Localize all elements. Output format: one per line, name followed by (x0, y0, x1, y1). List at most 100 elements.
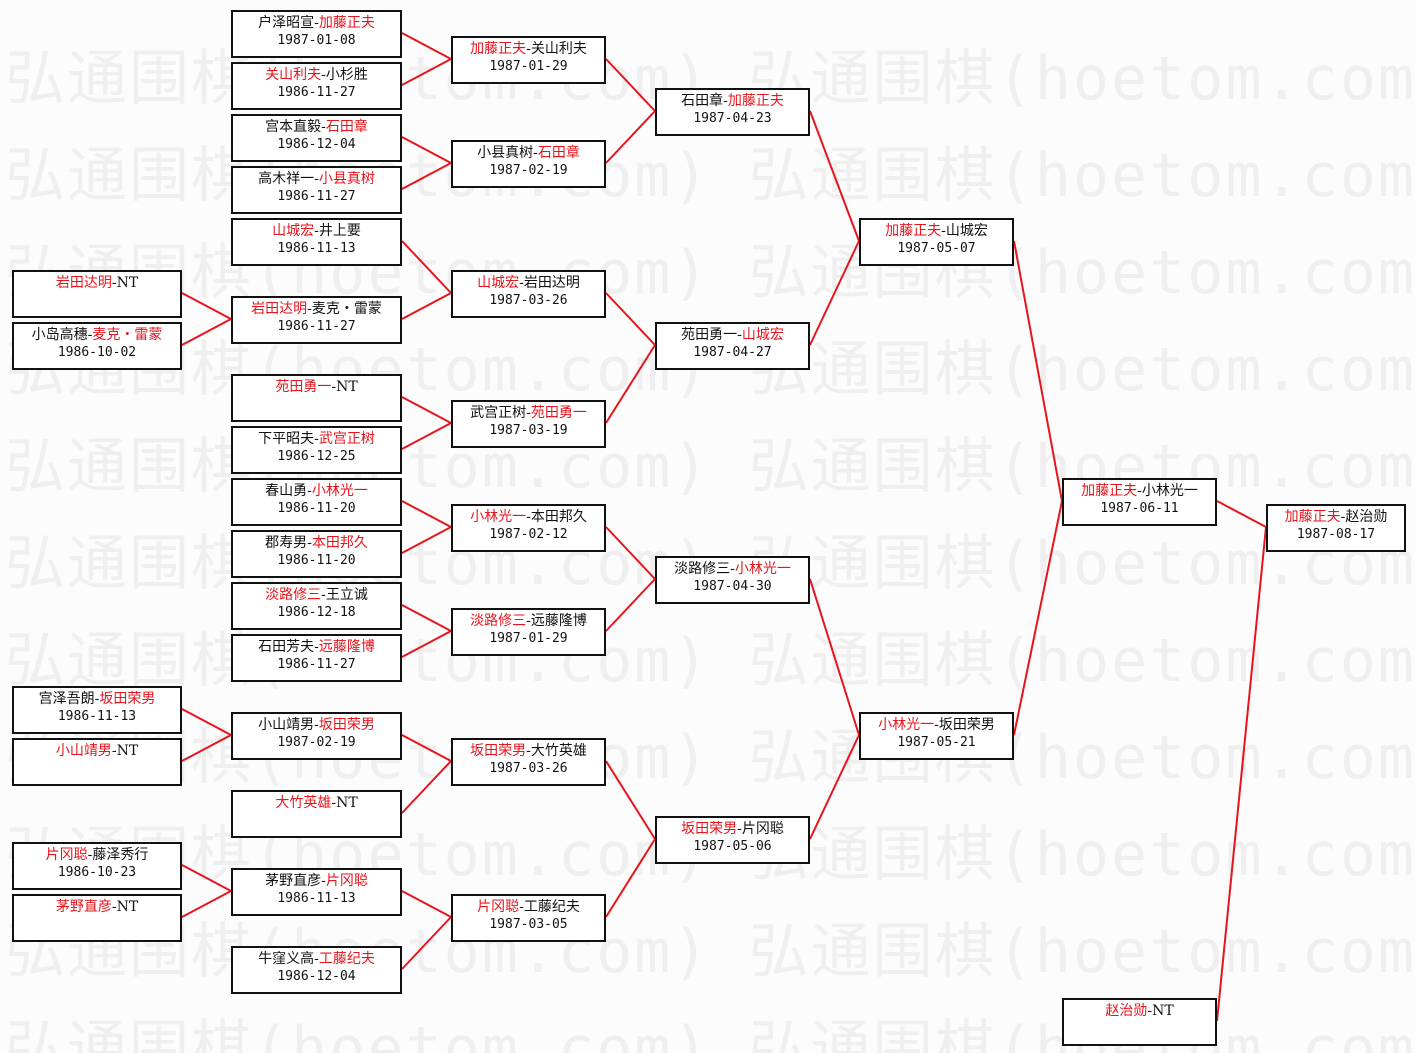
match-box[interactable]: 赵治勋-NT (1062, 998, 1217, 1046)
player-2: 远藤隆博 (318, 639, 375, 655)
match-box[interactable]: 小山靖男-NT (12, 738, 182, 786)
match-players: 宫泽吾朗-坂田荣男 (14, 690, 180, 708)
bracket-connector (401, 240, 452, 294)
bracket-connector (605, 578, 656, 632)
match-players: 片冈聪-藤泽秀行 (14, 846, 180, 864)
bracket-connector (401, 916, 452, 970)
match-box[interactable]: 加藤正夫-赵治勋 1987-08-17 (1266, 504, 1406, 552)
player-2: NT (116, 899, 139, 915)
match-box[interactable]: 苑田勇一-山城宏 1987-04-27 (655, 322, 810, 370)
match-box[interactable]: 小林光一-本田邦久 1987-02-12 (451, 504, 606, 552)
match-players: 茅野直彦-片冈聪 (233, 872, 400, 890)
match-box[interactable]: 春山勇-小林光一 1986-11-20 (231, 478, 402, 526)
bracket-connector (181, 890, 232, 918)
match-box[interactable]: 武宫正树-苑田勇一 1987-03-19 (451, 400, 606, 448)
match-date: 1987-05-21 (897, 735, 976, 750)
match-box[interactable]: 石田芳夫-远藤隆博 1986-11-27 (231, 634, 402, 682)
player-2: NT (116, 743, 139, 759)
match-box[interactable]: 加藤正夫-小林光一 1987-06-11 (1062, 478, 1217, 526)
match-box[interactable]: 苑田勇一-NT (231, 374, 402, 422)
match-box[interactable]: 小山靖男-坂田荣男 1987-02-19 (231, 712, 402, 760)
player-1: 小林光一 (470, 509, 527, 525)
separator: - (730, 561, 735, 577)
bracket-connector (401, 734, 452, 762)
player-1: 牛窪义高 (258, 951, 315, 967)
player-1: 山城宏 (272, 223, 315, 239)
player-1: 石田芳夫 (258, 639, 315, 655)
separator: - (314, 639, 319, 655)
bracket-connector (401, 32, 452, 60)
player-2: 加藤正夫 (318, 15, 375, 31)
bracket-connector (809, 734, 860, 840)
match-box[interactable]: 大竹英雄-NT (231, 790, 402, 838)
match-players: 淡路修三-远藤隆博 (453, 612, 604, 630)
match-box[interactable]: 岩田达明-麦克・雷蒙 1986-11-27 (231, 296, 402, 344)
player-1: 加藤正夫 (885, 223, 942, 239)
player-1: 茅野直彦 (55, 899, 112, 915)
match-date: 1986-11-13 (277, 891, 356, 906)
player-2: 坂田荣男 (99, 691, 156, 707)
match-box[interactable]: 淡路修三-远藤隆博 1987-01-29 (451, 608, 606, 656)
match-date: 1987-03-05 (489, 917, 568, 932)
match-box[interactable]: 片冈聪-藤泽秀行 1986-10-23 (12, 842, 182, 890)
bracket-connector (1216, 500, 1267, 528)
player-2: NT (116, 275, 139, 291)
separator: - (321, 67, 326, 83)
separator: - (1340, 509, 1346, 525)
separator: - (331, 795, 337, 811)
player-1: 武宫正树 (470, 405, 527, 421)
match-box[interactable]: 加藤正夫-关山利夫 1987-01-29 (451, 36, 606, 84)
match-box[interactable]: 高木祥一-小县真树 1986-11-27 (231, 166, 402, 214)
bracket-connector (401, 526, 452, 554)
match-box[interactable]: 淡路修三-小林光一 1987-04-30 (655, 556, 810, 604)
player-2: 加藤正夫 (727, 93, 784, 109)
match-box[interactable]: 茅野直彦-片冈聪 1986-11-13 (231, 868, 402, 916)
match-box[interactable]: 小岛高穗-麦克・雷蒙 1986-10-02 (12, 322, 182, 370)
separator: - (94, 691, 100, 707)
match-box[interactable]: 片冈聪-工藤纪夫 1987-03-05 (451, 894, 606, 942)
match-players: 加藤正夫-赵治勋 (1268, 508, 1404, 526)
match-box[interactable]: 坂田荣男-大竹英雄 1987-03-26 (451, 738, 606, 786)
match-players: 石田芳夫-远藤隆博 (233, 638, 400, 656)
player-2: NT (1152, 1003, 1174, 1019)
player-1: 苑田勇一 (275, 379, 332, 395)
match-box[interactable]: 淡路修三-王立诚 1986-12-18 (231, 582, 402, 630)
match-date: 1986-11-27 (277, 319, 356, 334)
player-2: 本田邦久 (311, 535, 368, 551)
match-box[interactable]: 石田章-加藤正夫 1987-04-23 (655, 88, 810, 136)
player-1: 春山勇 (265, 483, 308, 499)
match-box[interactable]: 山城宏-岩田达明 1987-03-26 (451, 270, 606, 318)
match-date: 1986-11-13 (57, 709, 137, 724)
match-box[interactable]: 小县真树-石田章 1987-02-19 (451, 140, 606, 188)
player-1: 淡路修三 (265, 587, 322, 603)
match-players: 宫本直毅-石田章 (233, 118, 400, 136)
player-1: 岩田达明 (55, 275, 112, 291)
separator: - (526, 613, 531, 629)
player-1: 山城宏 (477, 275, 520, 291)
match-date: 1987-04-30 (693, 579, 772, 594)
separator: - (314, 15, 319, 31)
match-box[interactable]: 下平昭夫-武宫正树 1986-12-25 (231, 426, 402, 474)
match-box[interactable]: 茅野直彦-NT (12, 894, 182, 942)
match-box[interactable]: 关山利夫-小杉胜 1986-11-27 (231, 62, 402, 110)
player-2: 岩田达明 (523, 275, 580, 291)
match-box[interactable]: 宫本直毅-石田章 1986-12-04 (231, 114, 402, 162)
match-box[interactable]: 户泽昭宣-加藤正夫 1987-01-08 (231, 10, 402, 58)
match-box[interactable]: 牛窪义高-工藤纪夫 1986-12-04 (231, 946, 402, 994)
separator: - (737, 327, 742, 343)
match-box[interactable]: 山城宏-井上要 1986-11-13 (231, 218, 402, 266)
match-box[interactable]: 岩田达明-NT (12, 270, 182, 318)
match-box[interactable]: 宫泽吾朗-坂田荣男 1986-11-13 (12, 686, 182, 734)
match-players: 小岛高穗-麦克・雷蒙 (14, 326, 180, 344)
match-date (14, 916, 180, 934)
match-box[interactable]: 加藤正夫-山城宏 1987-05-07 (859, 218, 1014, 266)
player-2: 小林光一 (1141, 483, 1198, 499)
match-box[interactable]: 坂田荣男-片冈聪 1987-05-06 (655, 816, 810, 864)
match-players: 小山靖男-NT (14, 742, 180, 760)
bracket-connector (809, 240, 860, 346)
separator: - (526, 41, 531, 57)
match-box[interactable]: 小林光一-坂田荣男 1987-05-21 (859, 712, 1014, 760)
match-box[interactable]: 郡寿男-本田邦久 1986-11-20 (231, 530, 402, 578)
bracket-connector (181, 292, 232, 320)
match-players: 山城宏-岩田达明 (453, 274, 604, 292)
